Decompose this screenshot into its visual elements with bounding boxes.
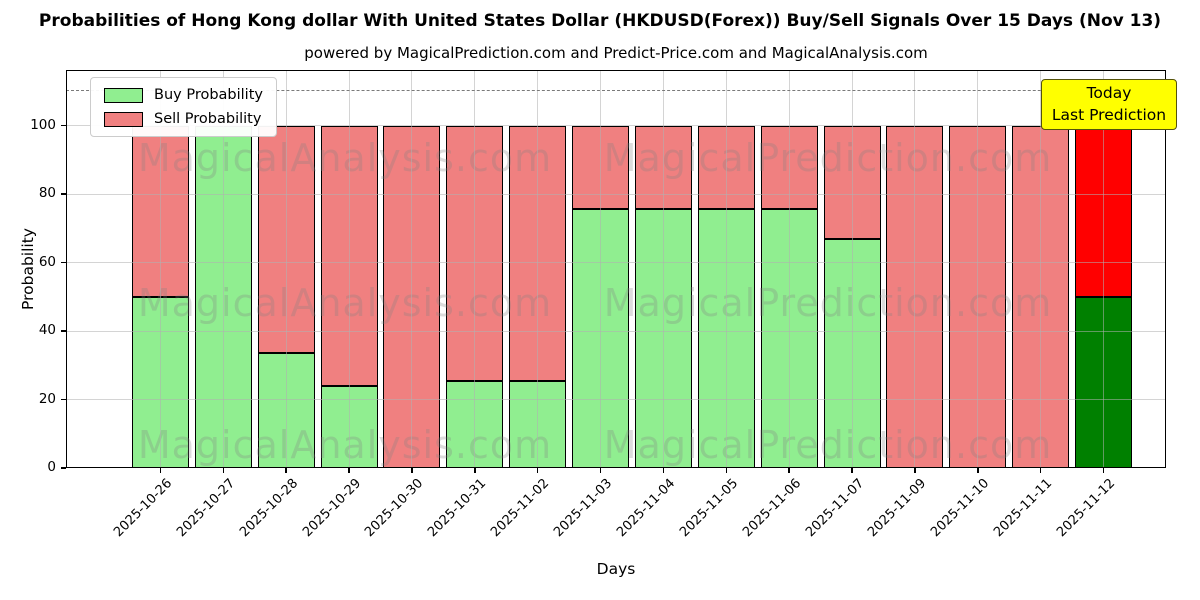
legend: Buy Probability Sell Probability: [90, 77, 277, 137]
sell-segment: [383, 125, 441, 468]
x-tick-mark: [662, 468, 665, 473]
bar-2025-10-29: [320, 125, 378, 469]
x-tick-mark: [914, 468, 916, 473]
bar-2025-11-10: [949, 125, 1007, 468]
sell-segment: [1075, 125, 1133, 297]
y-tick-mark: [61, 261, 66, 264]
sell-segment: [823, 125, 881, 239]
buy-segment: [823, 238, 881, 468]
sell-segment: [446, 125, 504, 381]
buy-segment: [320, 385, 378, 468]
bar-2025-11-06: [760, 125, 818, 469]
bar-2025-11-11: [1012, 125, 1070, 468]
buy-segment: [257, 353, 315, 468]
y-tick-label: 20: [38, 390, 56, 407]
sell-segment: [1012, 125, 1070, 468]
sell-legend-label: Sell Probability: [154, 111, 262, 127]
y-tick-mark: [61, 124, 66, 127]
buy-legend-patch: [104, 87, 143, 103]
today-annotation-line1: Today: [1086, 84, 1132, 102]
sell-segment: [131, 125, 189, 297]
sell-segment: [949, 125, 1007, 468]
x-tick-mark: [788, 468, 790, 473]
sell-segment: [760, 125, 818, 210]
y-tick-mark: [61, 467, 66, 469]
x-tick-mark: [474, 468, 476, 473]
buy-segment: [760, 209, 818, 468]
buy-segment: [572, 209, 630, 468]
sell-segment: [697, 125, 755, 210]
y-tick-label: 60: [38, 253, 56, 270]
x-tick-mark: [851, 468, 853, 473]
x-axis-label: Days: [596, 560, 636, 578]
today-annotation-line2: Last Prediction: [1051, 106, 1167, 125]
sell-segment: [509, 125, 567, 381]
buy-segment: [1075, 296, 1133, 468]
buy-segment: [194, 125, 252, 468]
sell-legend-patch: [104, 111, 143, 127]
x-tick-mark: [1102, 468, 1105, 473]
sell-segment: [320, 125, 378, 386]
bar-2025-11-02: [509, 125, 567, 469]
bar-2025-11-04: [634, 125, 692, 469]
x-tick-mark: [599, 468, 602, 473]
x-tick-mark: [1039, 468, 1042, 473]
x-tick-mark: [536, 468, 539, 473]
y-tick-mark: [61, 193, 66, 195]
sell-segment: [257, 125, 315, 354]
bar-2025-11-03: [572, 125, 630, 469]
buy-legend-label: Buy Probability: [154, 87, 263, 103]
y-tick-label: 80: [38, 185, 56, 201]
x-tick-mark: [159, 468, 162, 473]
bar-2025-11-09: [886, 125, 944, 468]
bar-2025-10-26: [131, 125, 189, 468]
bar-2025-11-12: [1075, 125, 1133, 468]
y-tick-mark: [61, 398, 66, 401]
threshold-dashed-line: [66, 90, 1166, 92]
buy-segment: [697, 209, 755, 468]
y-tick-label: 40: [38, 322, 56, 338]
legend-item-sell: Sell Probability: [104, 111, 263, 127]
y-tick-label: 0: [47, 459, 56, 475]
bar-2025-11-07: [823, 125, 881, 469]
sell-segment: [634, 125, 692, 210]
bar-2025-10-30: [383, 125, 441, 468]
buy-segment: [509, 380, 567, 468]
buy-segment: [131, 296, 189, 468]
y-tick-mark: [61, 330, 66, 332]
bar-2025-10-28: [257, 125, 315, 469]
buy-segment: [446, 380, 504, 468]
bar-2025-11-05: [697, 125, 755, 469]
chart-title: Probabilities of Hong Kong dollar With U…: [38, 11, 1162, 31]
x-tick-mark: [348, 468, 350, 473]
buy-segment: [634, 209, 692, 468]
bar-2025-10-31: [446, 125, 504, 469]
legend-item-buy: Buy Probability: [104, 87, 263, 103]
today-annotation: Today Last Prediction: [1041, 79, 1177, 130]
sell-segment: [572, 125, 630, 210]
plot-area: MagicalAnalysis.com MagicalPrediction.co…: [66, 70, 1177, 469]
x-tick-mark: [725, 468, 727, 473]
bar-2025-10-27: [194, 125, 252, 468]
x-tick-mark: [222, 468, 224, 473]
chart-subtitle: powered by MagicalPrediction.com and Pre…: [304, 44, 928, 62]
x-tick-mark: [285, 468, 287, 473]
x-tick-mark: [977, 468, 979, 473]
x-tick-mark: [411, 468, 413, 473]
y-tick-label: 100: [30, 116, 56, 133]
sell-segment: [886, 125, 944, 468]
